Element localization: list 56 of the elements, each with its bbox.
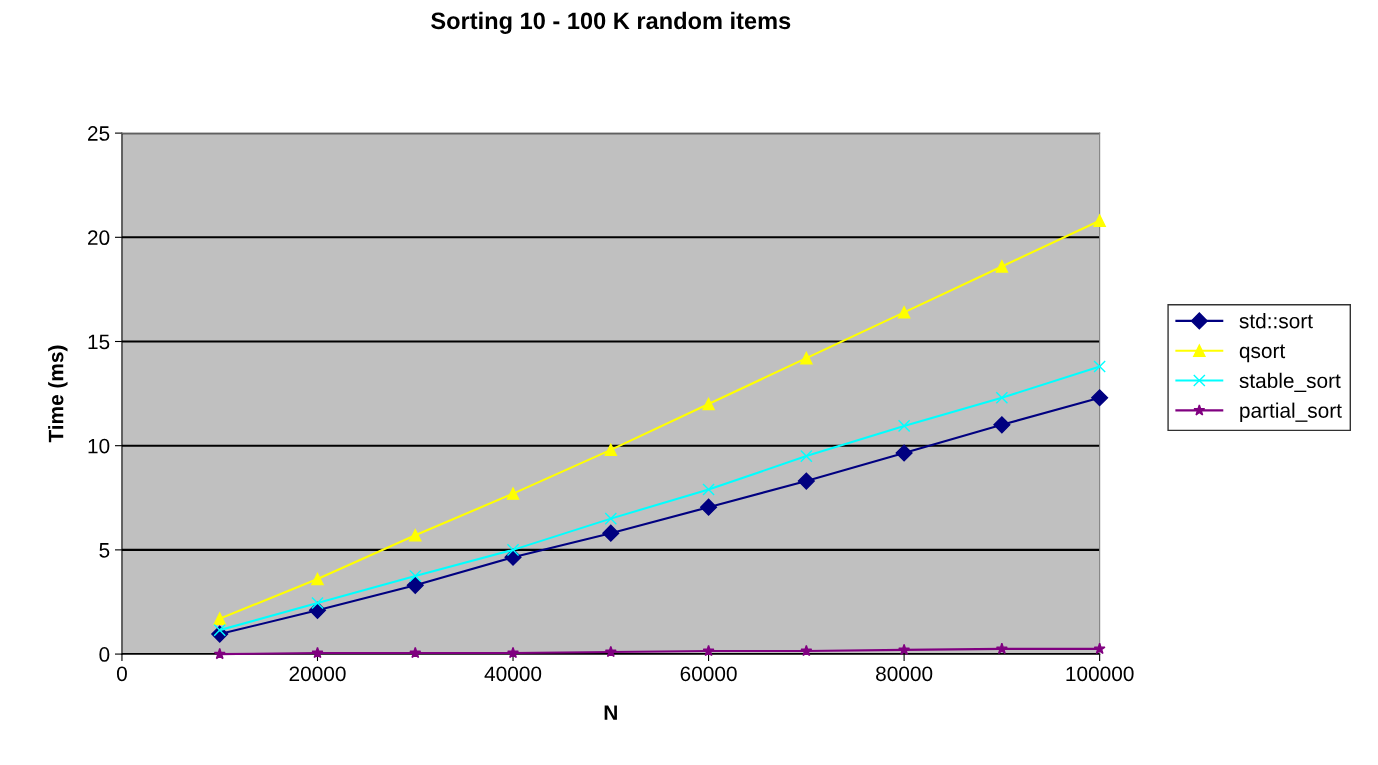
point — [800, 644, 813, 657]
point — [993, 416, 1011, 434]
point — [604, 512, 618, 525]
x-tick-label: 60000 — [680, 666, 737, 682]
point — [800, 351, 813, 365]
x-tick-label: 0 — [116, 666, 127, 682]
legend-label: qsort — [1239, 344, 1286, 363]
point — [409, 646, 422, 659]
point — [897, 419, 911, 433]
x-tick-label: 80000 — [876, 666, 933, 682]
y-axis-title: Time (ms) — [48, 345, 68, 443]
y-tick-label: 20 — [88, 230, 110, 246]
point — [702, 397, 715, 411]
point — [506, 543, 520, 557]
point — [797, 472, 815, 490]
x-tick-label: 40000 — [484, 666, 542, 682]
point — [898, 643, 911, 656]
y-tick-label: 25 — [88, 126, 110, 141]
x-tick-label: 20000 — [289, 666, 346, 682]
x-axis-title: N — [604, 705, 617, 720]
point — [409, 529, 422, 542]
point — [311, 646, 324, 659]
point — [604, 645, 617, 658]
legend-label: std::sort — [1239, 313, 1313, 329]
point — [702, 644, 715, 657]
legend-label: partial_sort — [1240, 402, 1342, 423]
point — [507, 646, 520, 659]
legend-label: stable_sort — [1239, 372, 1341, 392]
point — [602, 524, 620, 542]
x-tick-label: 100000 — [1066, 666, 1134, 682]
point — [702, 483, 715, 496]
point — [1093, 214, 1106, 227]
point — [311, 596, 324, 610]
point — [409, 569, 422, 583]
point — [213, 647, 226, 660]
point — [1093, 642, 1106, 655]
point — [995, 391, 1009, 405]
point — [995, 642, 1008, 655]
point — [213, 612, 226, 625]
point — [406, 576, 424, 594]
y-tick-label: 10 — [88, 438, 110, 454]
point — [604, 443, 618, 457]
point — [800, 449, 813, 463]
point — [1093, 360, 1106, 373]
y-tick-label: 0 — [99, 647, 110, 662]
point — [700, 498, 718, 516]
point — [1091, 389, 1109, 407]
point — [897, 306, 911, 319]
chart-title: Sorting 10 - 100 K random items — [431, 11, 791, 34]
y-tick-label: 5 — [99, 543, 110, 558]
y-tick-label: 15 — [88, 334, 110, 350]
point — [995, 260, 1009, 273]
point — [506, 487, 520, 500]
point — [311, 572, 324, 586]
point — [213, 623, 226, 637]
point — [895, 444, 913, 462]
